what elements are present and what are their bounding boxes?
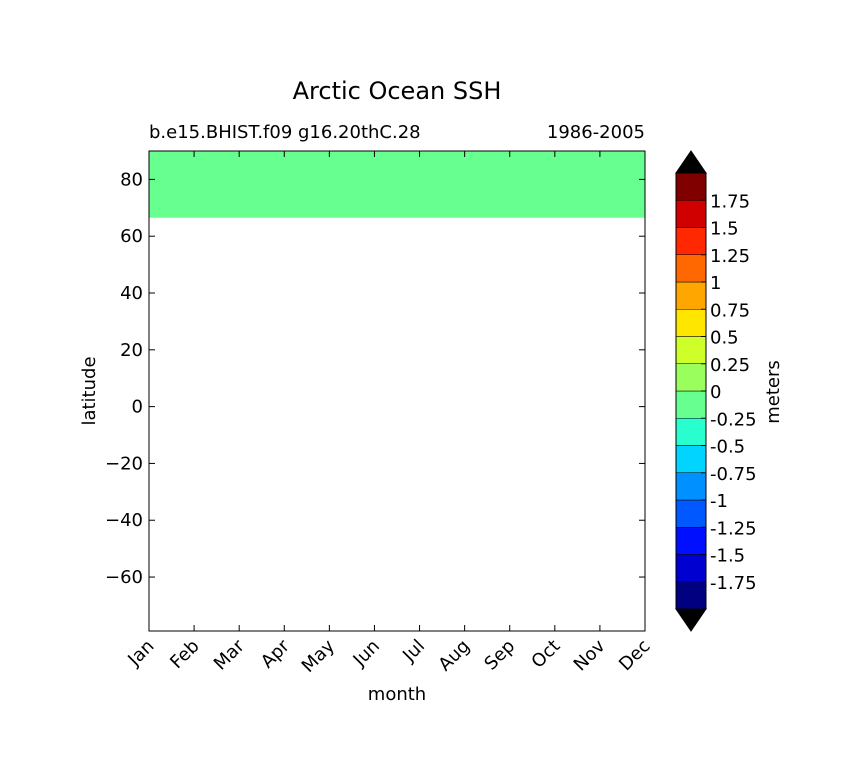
x-tick-label: Mar xyxy=(210,635,249,674)
heatmap-fill-region xyxy=(149,151,645,218)
y-tick-label: 60 xyxy=(120,226,143,247)
plot-background xyxy=(149,151,645,631)
x-tick-label: Sep xyxy=(480,636,519,675)
colorbar-tick-label: 1.25 xyxy=(710,246,750,267)
colorbar-segment xyxy=(675,554,707,582)
colorbar-tick-label: -1.5 xyxy=(710,546,745,567)
colorbar-tick-label: 1.5 xyxy=(710,219,739,240)
x-tick-label: Apr xyxy=(257,635,294,672)
colorbar-segment xyxy=(675,472,707,501)
colorbar-segment xyxy=(675,581,707,610)
y-tick-label: 0 xyxy=(132,397,143,418)
y-tick-label: −20 xyxy=(105,453,143,474)
colorbar-tick-label: -1.25 xyxy=(710,518,757,539)
colorbar-segment xyxy=(675,281,707,310)
x-tick-label: Feb xyxy=(166,636,203,673)
colorbar-segment xyxy=(675,390,707,419)
y-tick-label: −40 xyxy=(105,510,143,531)
colorbar-segment xyxy=(675,254,707,283)
colorbar-under-extension xyxy=(675,608,707,632)
chart-subtitle-left: b.e15.BHIST.f09 g16.20thC.28 xyxy=(149,122,421,143)
x-tick-label: May xyxy=(298,635,339,676)
x-tick-label: Aug xyxy=(434,636,474,676)
colorbar-segment xyxy=(675,336,707,364)
colorbar-segment xyxy=(675,418,707,446)
colorbar-tick-label: 0.5 xyxy=(710,328,739,349)
y-tick-label: −60 xyxy=(105,567,143,588)
x-tick-label: Jan xyxy=(123,636,158,671)
colorbar-tick-label: -0.5 xyxy=(710,437,745,458)
colorbar-segment xyxy=(675,445,707,473)
x-tick-label: Nov xyxy=(570,635,610,675)
colorbar-segment xyxy=(675,200,707,228)
colorbar-segment xyxy=(675,172,707,201)
colorbar-tick-label: 0.75 xyxy=(710,300,750,321)
colorbar-tick-label: -0.75 xyxy=(710,464,757,485)
colorbar-tick-label: 1.75 xyxy=(710,191,750,212)
colorbar-over-extension xyxy=(675,150,707,174)
colorbar-tick-label: -1 xyxy=(710,491,728,512)
colorbar-segment xyxy=(675,309,707,337)
colorbar-segment xyxy=(675,499,707,528)
colorbar-segment xyxy=(675,227,707,255)
colorbar-label: meters xyxy=(763,360,784,424)
y-axis: 80 60 40 20 0 −20 −40 −60 xyxy=(105,169,645,588)
y-tick-label: 80 xyxy=(120,169,143,190)
chart-subtitle-right: 1986-2005 xyxy=(547,122,645,143)
x-tick-label: Dec xyxy=(615,636,654,675)
x-tick-label: Oct xyxy=(527,636,564,673)
colorbar-segment xyxy=(675,363,707,392)
colorbar-segment xyxy=(675,527,707,555)
plot-area xyxy=(148,150,646,632)
plot-frame xyxy=(148,150,646,632)
chart-title: Arctic Ocean SSH xyxy=(293,77,502,105)
colorbar-tick-label: 1 xyxy=(710,273,721,294)
y-tick-label: 40 xyxy=(120,283,143,304)
colorbar-tick-label: 0 xyxy=(710,382,721,403)
colorbar-tick-label: -0.25 xyxy=(710,409,757,430)
x-axis-label: month xyxy=(368,684,426,705)
x-tick-label: Jul xyxy=(398,636,429,667)
x-tick-label: Jun xyxy=(349,636,384,671)
colorbar-tick-label: 0.25 xyxy=(710,355,750,376)
y-axis-label: latitude xyxy=(79,356,100,425)
colorbar: -1.75 -1.5 -1.25 -1 -0.75 -0.5 -0.25 0 0.25 0.5 0.… xyxy=(675,150,757,632)
colorbar-tick-label: -1.75 xyxy=(710,573,757,594)
y-tick-label: 20 xyxy=(120,340,143,361)
